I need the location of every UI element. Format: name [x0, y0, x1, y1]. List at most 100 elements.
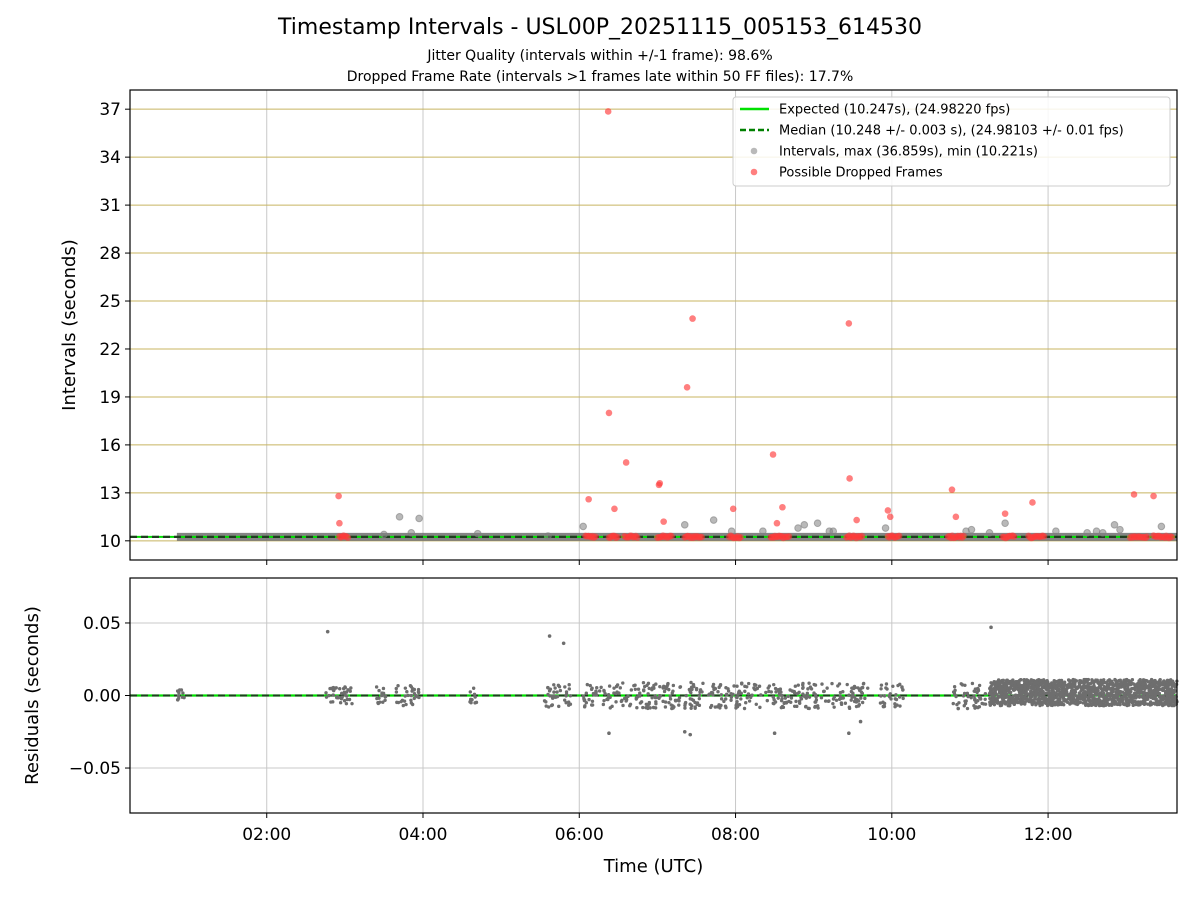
max-interval-point: [604, 108, 612, 115]
residual-point: [1146, 693, 1150, 697]
residual-point: [799, 697, 804, 701]
residual-point: [850, 686, 854, 690]
residual-point: [544, 700, 548, 704]
residual-point: [409, 698, 413, 703]
residual-point: [396, 684, 400, 688]
residual-point: [801, 686, 805, 690]
residuals-y-axis-label: Residuals (seconds): [22, 606, 43, 785]
residual-point: [988, 689, 993, 694]
residual-point: [1010, 697, 1014, 702]
residual-point: [825, 686, 829, 690]
residual-point: [771, 701, 775, 706]
residual-point: [823, 699, 828, 703]
residual-point: [587, 697, 591, 702]
residual-point: [786, 694, 790, 699]
residual-point: [1032, 685, 1036, 689]
residual-point: [713, 705, 717, 709]
residual-point: [1051, 698, 1055, 703]
interval-point: [1052, 527, 1060, 536]
residual-point: [1110, 679, 1114, 684]
residual-point: [1149, 695, 1154, 700]
residual-point: [668, 694, 672, 698]
legend-label-expected: Expected (10.247s), (24.98220 fps): [779, 103, 1010, 118]
dropped-frame-point: [1040, 533, 1048, 540]
residual-point: [976, 687, 980, 691]
residual-point: [757, 684, 762, 688]
residual-point: [972, 694, 976, 698]
residual-point: [396, 700, 401, 705]
residual-point: [744, 701, 748, 705]
residual-point: [1058, 697, 1062, 701]
residual-point: [1052, 678, 1056, 683]
residual-outlier-point: [847, 731, 851, 736]
residual-point: [999, 689, 1003, 693]
residual-point: [553, 695, 557, 699]
residual-point: [861, 682, 866, 686]
residual-point: [731, 692, 735, 696]
residual-point: [777, 692, 781, 697]
residual-point: [711, 682, 716, 687]
dropped-frame-point: [737, 534, 744, 541]
residual-point: [1115, 689, 1120, 693]
residual-point: [375, 696, 379, 701]
residual-point: [1047, 699, 1051, 704]
residual-point: [1108, 694, 1112, 698]
residual-point: [724, 697, 728, 701]
residual-point: [546, 692, 550, 697]
residual-point: [808, 685, 813, 689]
residual-point: [1141, 682, 1146, 687]
residual-point: [1119, 696, 1123, 700]
residual-point: [338, 687, 342, 691]
residual-point: [1000, 692, 1004, 696]
residual-point: [1047, 694, 1051, 698]
residual-point: [1091, 687, 1095, 692]
residual-point: [814, 700, 818, 704]
residual-point: [860, 691, 865, 696]
residual-point: [550, 694, 554, 698]
residual-point: [668, 697, 673, 701]
residual-point: [1077, 701, 1081, 705]
residual-point: [832, 705, 836, 709]
residual-point: [1041, 695, 1046, 700]
residual-point: [636, 687, 641, 691]
dropped-frame-point: [689, 315, 696, 322]
residual-outlier-point: [607, 731, 611, 736]
residual-point: [1105, 692, 1110, 696]
dropped-frame-point: [344, 534, 352, 541]
residual-point: [742, 706, 747, 711]
residual-point: [1105, 683, 1110, 687]
residual-point: [381, 700, 385, 704]
residual-point: [374, 685, 379, 689]
residual-point: [1060, 690, 1065, 694]
residual-point: [1094, 678, 1098, 682]
residual-point: [1102, 703, 1106, 708]
residual-point: [1125, 703, 1129, 708]
residual-point: [819, 696, 824, 700]
residual-point: [764, 690, 768, 695]
residual-point: [729, 698, 733, 702]
dropped-frame-point: [769, 451, 777, 458]
residual-point: [1137, 691, 1142, 695]
x-axis-label: Time (UTC): [603, 856, 704, 877]
residual-point: [1157, 692, 1161, 696]
residual-point: [1036, 687, 1041, 692]
residual-point: [1170, 700, 1174, 704]
residual-point: [788, 688, 792, 692]
residual-point: [1033, 692, 1038, 696]
residual-point: [1066, 697, 1071, 701]
residual-point: [564, 692, 569, 696]
dropped-frame-point: [611, 505, 618, 513]
residual-point: [1001, 697, 1005, 702]
residual-point: [603, 692, 607, 696]
residual-point: [1090, 679, 1095, 683]
residual-point: [784, 701, 789, 705]
residual-point: [582, 698, 587, 702]
residual-point: [723, 704, 728, 708]
y-tick-label: 0.05: [83, 614, 121, 634]
residuals-panel: 0.05 0.00 −0.05 02:00 04:00 06:00 08:00 10:00 12…: [22, 577, 1179, 877]
residual-point: [1138, 687, 1143, 692]
residual-point: [1110, 703, 1114, 707]
residual-point: [563, 698, 567, 702]
residual-point: [1126, 686, 1130, 690]
residual-point: [765, 698, 769, 703]
